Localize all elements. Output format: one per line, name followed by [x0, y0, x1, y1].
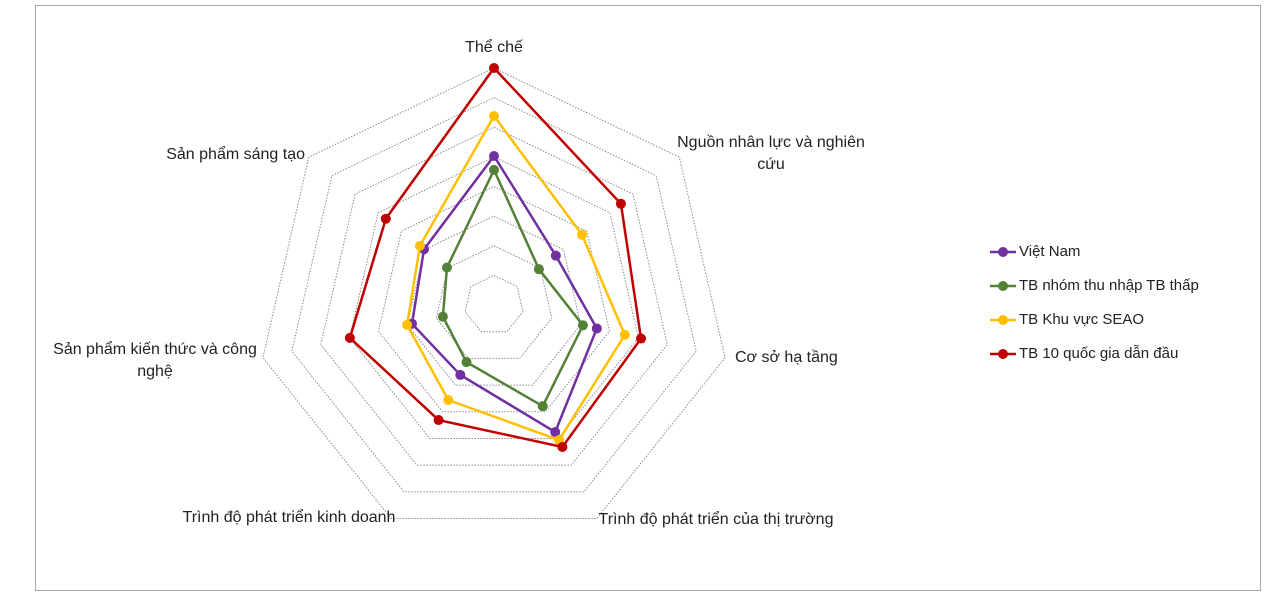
data-point	[537, 401, 548, 412]
data-point	[550, 427, 561, 438]
legend-label: TB Khu vực SEAO	[1019, 311, 1144, 328]
grid-ring	[435, 245, 553, 359]
data-point	[489, 150, 499, 161]
data-point	[489, 63, 499, 73]
data-point	[414, 240, 425, 251]
data-point	[489, 164, 499, 175]
legend-label: TB 10 quốc gia dẫn đầu	[1019, 345, 1178, 362]
data-point	[433, 415, 444, 426]
data-point	[441, 262, 452, 273]
axis-label: Sản phẩm sáng tạo	[166, 146, 305, 163]
data-point	[437, 311, 448, 322]
grid-ring	[320, 126, 668, 466]
series-line	[441, 166, 585, 408]
axis-label: Thể chế	[465, 39, 523, 56]
data-point	[577, 229, 588, 240]
legend-label: TB nhóm thu nhập TB thấp	[1019, 277, 1199, 294]
grid-ring	[464, 274, 524, 333]
axis-label: Nguồn nhân lực và nghiên cứu	[677, 134, 865, 173]
data-point	[533, 264, 544, 275]
data-point	[443, 395, 454, 406]
grid-ring	[406, 215, 582, 386]
data-point	[619, 329, 630, 340]
legend-marker	[998, 349, 1008, 359]
series-line	[405, 113, 627, 442]
series-line	[410, 153, 599, 434]
data-point	[455, 369, 466, 380]
legend-marker	[998, 247, 1008, 257]
legend-label: Việt Nam	[1019, 243, 1080, 260]
axis-label: Trình độ phát triển của thị trường	[598, 511, 834, 528]
data-point	[550, 250, 561, 261]
data-point	[489, 110, 499, 121]
data-point	[615, 198, 626, 209]
axis-label: Cơ sở hạ tầng	[735, 349, 838, 366]
axis-label: Sản phẩm kiến thức và công nghệ	[53, 341, 257, 380]
legend-marker	[998, 315, 1008, 325]
legend-marker	[998, 281, 1008, 291]
data-point	[461, 357, 472, 368]
data-point	[591, 323, 602, 334]
data-point	[557, 441, 568, 452]
data-point	[402, 319, 413, 330]
data-point	[636, 333, 647, 344]
chart-frame	[35, 5, 1261, 591]
data-point	[577, 320, 588, 331]
axis-label: Trình độ phát triển kinh doanh	[182, 509, 396, 526]
series-line	[348, 66, 643, 449]
data-point	[344, 332, 355, 343]
data-point	[380, 213, 391, 224]
